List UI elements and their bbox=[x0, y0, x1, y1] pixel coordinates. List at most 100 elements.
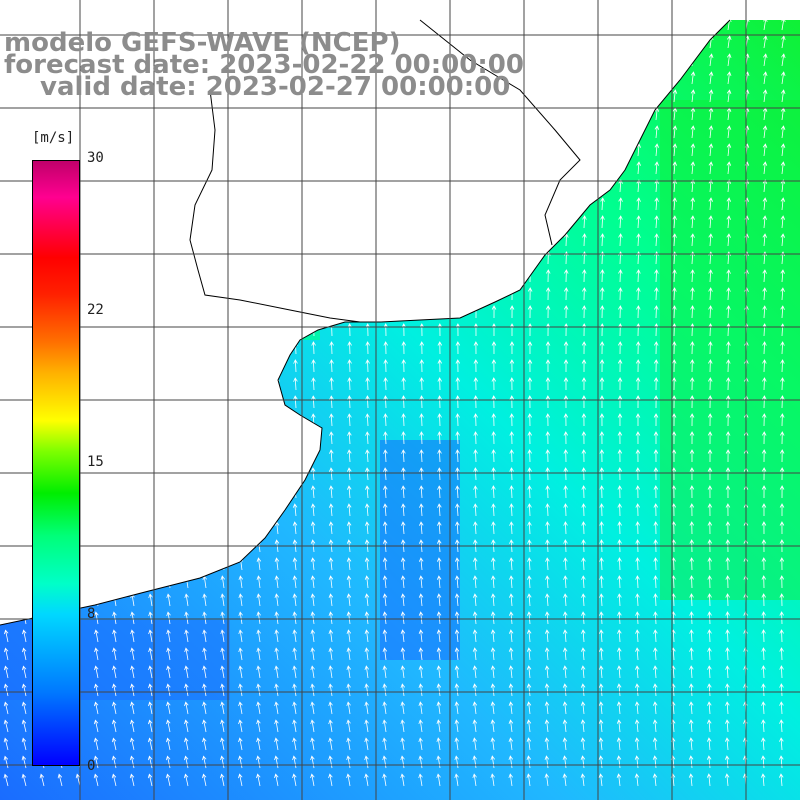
wind-arrow bbox=[672, 233, 677, 247]
wind-arrow bbox=[364, 521, 370, 535]
wind-arrow bbox=[599, 521, 604, 535]
wind-arrow bbox=[382, 557, 388, 571]
wind-arrow bbox=[473, 323, 479, 337]
wind-arrow bbox=[508, 593, 514, 607]
wind-arrow bbox=[653, 449, 659, 463]
wind-arrow bbox=[364, 647, 370, 661]
wind-arrow bbox=[490, 701, 496, 715]
wind-arrow bbox=[509, 449, 514, 463]
wind-arrow bbox=[598, 665, 604, 679]
wind-arrow bbox=[581, 575, 586, 589]
wind-arrow bbox=[652, 719, 658, 733]
wind-arrow bbox=[562, 719, 568, 733]
wind-arrow bbox=[564, 233, 569, 247]
wind-arrow bbox=[708, 233, 713, 247]
wind-arrow bbox=[580, 755, 586, 769]
wind-arrow bbox=[581, 377, 587, 391]
wind-arrow bbox=[563, 305, 569, 319]
wind-arrow bbox=[689, 359, 695, 373]
wind-arrow bbox=[707, 557, 712, 571]
wind-arrow bbox=[688, 737, 694, 751]
wind-arrow bbox=[220, 629, 225, 643]
wind-arrow bbox=[184, 665, 189, 679]
wind-arrow bbox=[724, 773, 730, 787]
wind-arrow bbox=[689, 629, 694, 643]
wind-arrow bbox=[472, 719, 478, 733]
wind-arrow bbox=[581, 287, 587, 301]
wind-arrow bbox=[184, 683, 189, 697]
wind-arrow bbox=[256, 683, 261, 697]
wind-arrow bbox=[708, 179, 714, 193]
wind-arrow bbox=[365, 323, 371, 337]
wind-arrow bbox=[419, 503, 424, 517]
wind-arrow bbox=[545, 413, 551, 427]
wind-arrow bbox=[726, 323, 731, 337]
wind-arrow bbox=[598, 683, 604, 697]
wind-arrow bbox=[292, 719, 297, 733]
wind-arrow bbox=[274, 629, 279, 643]
wind-arrow bbox=[238, 647, 243, 661]
wind-arrow bbox=[130, 611, 135, 625]
wind-arrow bbox=[346, 773, 351, 787]
wind-arrow bbox=[780, 377, 785, 391]
wind-arrow bbox=[400, 593, 406, 607]
wind-arrow bbox=[491, 395, 497, 409]
wind-arrow bbox=[473, 449, 478, 463]
wind-arrow bbox=[580, 701, 586, 715]
wind-arrow bbox=[634, 701, 640, 715]
wind-arrow bbox=[238, 665, 243, 679]
wind-arrow bbox=[472, 593, 478, 607]
wind-arrow bbox=[726, 359, 731, 373]
wind-arrow bbox=[725, 719, 730, 733]
wind-arrow bbox=[636, 179, 641, 193]
wind-arrow bbox=[762, 305, 767, 319]
wind-arrow bbox=[292, 701, 297, 715]
wind-arrow bbox=[455, 521, 460, 535]
wind-arrow bbox=[509, 305, 515, 319]
wind-arrow bbox=[672, 323, 677, 337]
wind-arrow bbox=[617, 467, 623, 481]
wind-arrow bbox=[671, 359, 677, 373]
wind-arrow bbox=[219, 773, 225, 787]
wind-arrow bbox=[562, 647, 568, 661]
wind-arrow bbox=[130, 665, 135, 679]
wind-arrow bbox=[364, 737, 369, 751]
wind-arrow bbox=[600, 269, 605, 283]
wind-arrow bbox=[508, 701, 514, 715]
wind-arrow bbox=[111, 737, 117, 751]
wind-arrow bbox=[598, 701, 604, 715]
wind-arrow bbox=[780, 197, 786, 211]
wind-arrow bbox=[490, 683, 496, 697]
wind-arrow bbox=[455, 449, 460, 463]
wind-arrow bbox=[94, 611, 99, 625]
wind-arrow bbox=[690, 89, 696, 103]
wind-arrow bbox=[57, 773, 63, 787]
wind-arrow bbox=[761, 719, 766, 733]
wind-arrow bbox=[365, 341, 370, 355]
wind-arrow bbox=[635, 557, 640, 571]
wind-arrow bbox=[672, 197, 677, 211]
wind-arrow bbox=[346, 593, 352, 607]
wind-arrow bbox=[580, 773, 586, 787]
wind-arrow bbox=[708, 269, 713, 283]
wind-arrow bbox=[761, 521, 767, 535]
wind-arrow bbox=[599, 431, 605, 445]
wind-arrow bbox=[707, 611, 712, 625]
wind-arrow bbox=[654, 215, 659, 229]
wind-arrow bbox=[545, 395, 551, 409]
wind-arrow bbox=[544, 755, 550, 769]
wind-arrow bbox=[599, 449, 605, 463]
wind-arrow bbox=[526, 719, 532, 733]
wind-arrow bbox=[184, 737, 189, 751]
wind-arrow bbox=[617, 395, 623, 409]
wind-arrow bbox=[329, 467, 334, 481]
wind-arrow bbox=[600, 233, 605, 247]
wind-arrow bbox=[509, 359, 515, 373]
wind-arrow bbox=[491, 485, 496, 499]
wind-arrow bbox=[707, 701, 712, 715]
wind-arrow bbox=[690, 341, 695, 355]
wind-arrow bbox=[21, 683, 27, 697]
wind-arrow bbox=[111, 755, 117, 769]
wind-arrow bbox=[454, 629, 460, 643]
wind-arrow bbox=[527, 449, 532, 463]
